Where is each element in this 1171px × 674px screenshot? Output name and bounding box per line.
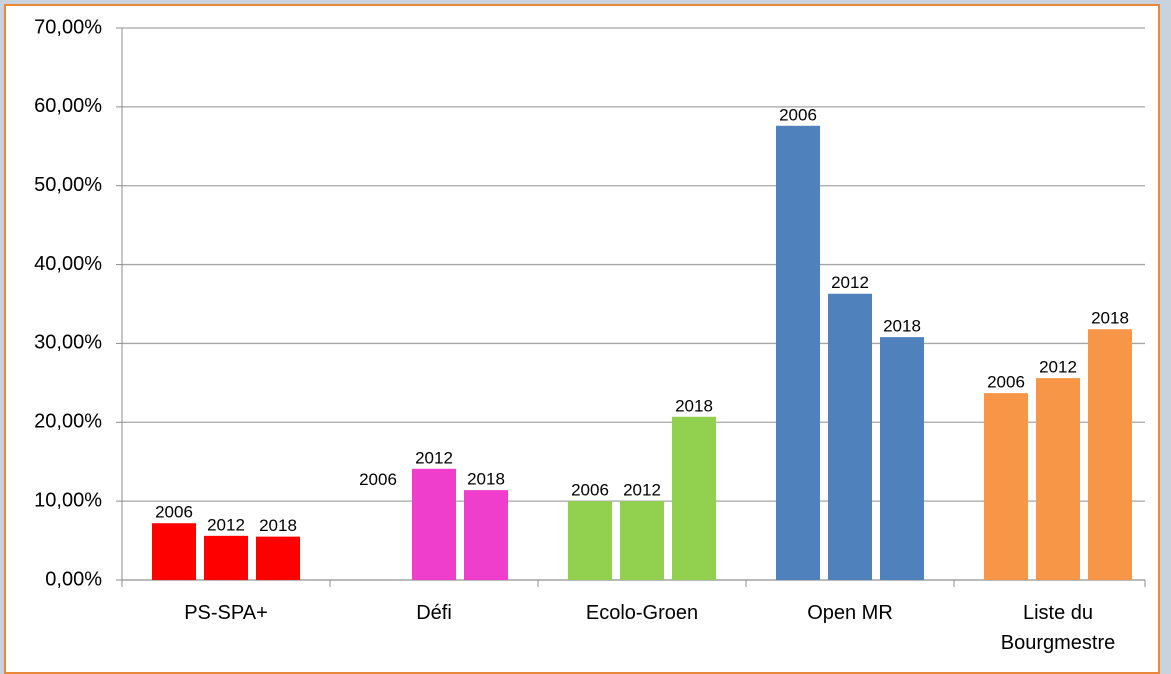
data-label: 2012 <box>415 448 453 467</box>
bar <box>672 416 716 580</box>
bar <box>620 501 664 580</box>
data-label: 2012 <box>623 481 661 500</box>
data-label: 2006 <box>359 470 397 489</box>
bar <box>1088 329 1132 580</box>
data-label: 2018 <box>675 396 713 415</box>
data-label: 2018 <box>259 516 297 535</box>
bar <box>984 393 1028 580</box>
x-tick-label: Liste du Bourgmestre <box>1000 602 1116 654</box>
bar <box>568 501 612 580</box>
bar <box>256 536 300 580</box>
bar <box>152 523 196 580</box>
data-label: 2006 <box>987 373 1025 392</box>
data-label: 2006 <box>779 105 817 124</box>
data-label: 2006 <box>155 503 193 522</box>
x-tick-label: Ecolo-Groen <box>585 602 699 624</box>
x-tick-label: Open MR <box>807 602 893 624</box>
data-label: 2012 <box>207 515 245 534</box>
bar <box>776 125 820 580</box>
y-tick-label: 70,00% <box>34 16 102 38</box>
bar <box>412 468 456 580</box>
bar <box>464 490 508 580</box>
data-label: 2012 <box>1039 358 1077 377</box>
y-tick-label: 20,00% <box>34 411 102 433</box>
y-tick-label: 30,00% <box>34 332 102 354</box>
data-label: 2018 <box>883 317 921 336</box>
y-tick-label: 10,00% <box>34 489 102 511</box>
bar <box>1036 378 1080 580</box>
data-label: 2006 <box>571 481 609 500</box>
x-tick-label: Défi <box>416 602 452 624</box>
bar <box>880 337 924 580</box>
y-tick-label: 0,00% <box>45 568 102 590</box>
data-label: 2018 <box>1091 309 1129 328</box>
data-label: 2018 <box>467 470 505 489</box>
x-tick-label: PS-SPA+ <box>184 602 268 624</box>
y-tick-label: 50,00% <box>34 174 102 196</box>
data-label: 2012 <box>831 273 869 292</box>
bar <box>204 535 248 580</box>
y-tick-label: 40,00% <box>34 253 102 275</box>
bar <box>828 293 872 580</box>
y-tick-label: 60,00% <box>34 95 102 117</box>
